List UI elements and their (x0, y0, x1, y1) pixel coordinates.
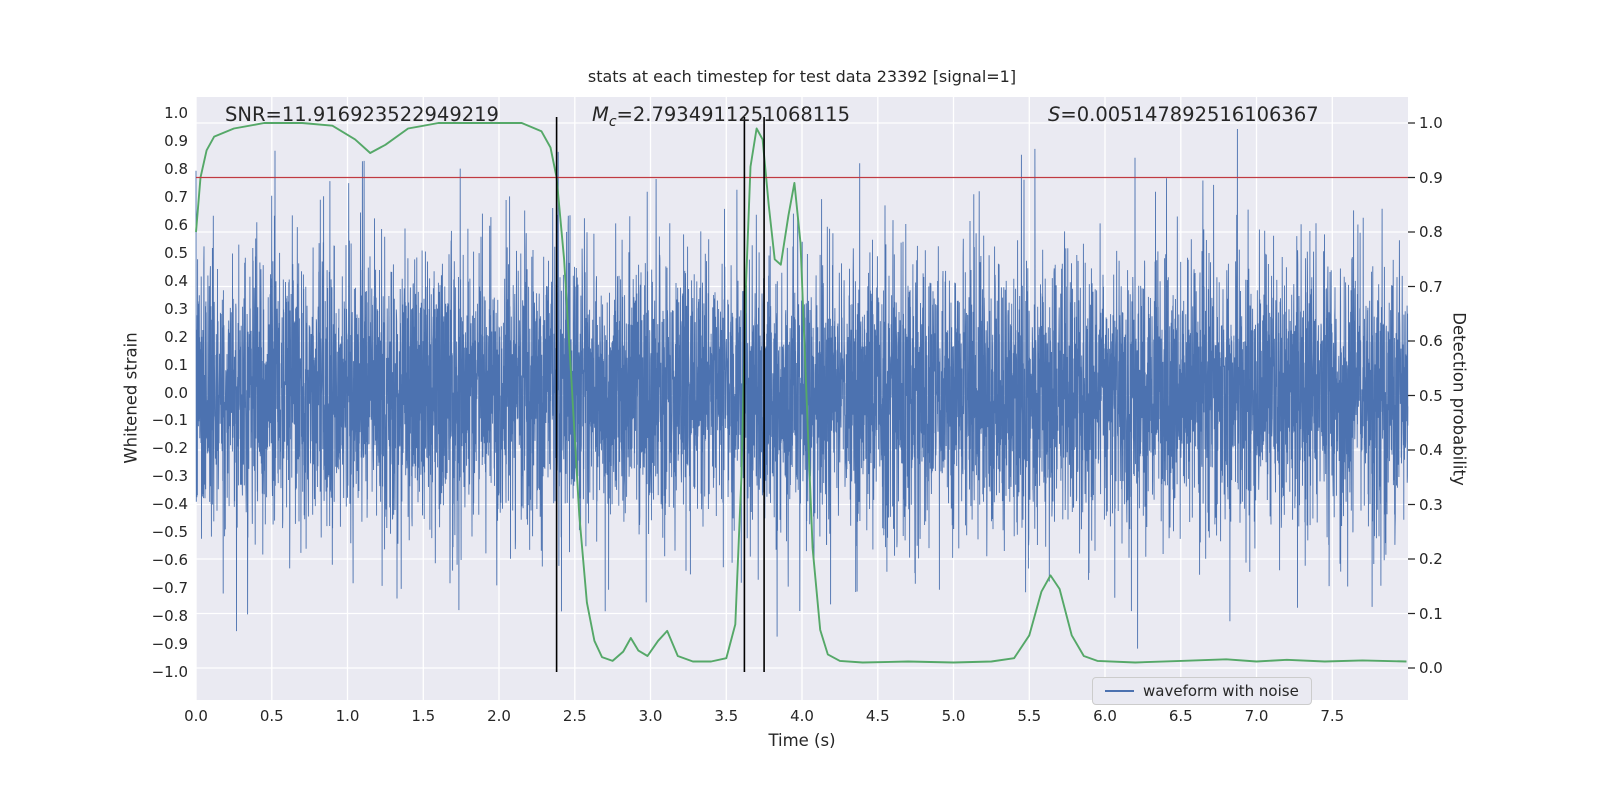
x-tick-label: 6.0 (1093, 707, 1117, 725)
legend-label: waveform with noise (1143, 682, 1299, 700)
x-tick-label: 4.0 (790, 707, 814, 725)
y-left-tick-label: −0.4 (151, 495, 188, 514)
annotation-chirp-mass: Mc=2.7934911251068115 (592, 103, 850, 130)
annotation-mc-symbol: M (592, 103, 609, 126)
y-right-tick-label: 0.9 (1419, 168, 1443, 187)
x-tick-label: 2.5 (562, 707, 587, 725)
y-left-tick-label: 0.4 (164, 271, 188, 290)
y-left-tick-label: −0.1 (151, 411, 188, 430)
x-tick-label: 1.5 (411, 707, 436, 725)
legend-line-sample (1105, 690, 1134, 692)
annotation-mc-value: =2.7934911251068115 (616, 103, 850, 126)
y-axis-label-left: Whitened strain (121, 332, 141, 464)
x-tick-label: 5.5 (1017, 707, 1042, 725)
x-tick-label: 6.5 (1168, 707, 1193, 725)
x-tick-label: 3.0 (638, 707, 663, 725)
y-left-tick-label: 0.5 (164, 243, 188, 262)
y-left-tick-label: 0.1 (164, 355, 188, 374)
y-left-tick-label: −0.2 (151, 439, 188, 458)
chart-title-text: stats at each timestep for test data 233… (587, 67, 1017, 86)
x-tick-label: 1.0 (335, 707, 360, 725)
y-right-tick-label: 0.2 (1419, 550, 1443, 568)
y-left-tick-label: 0.3 (164, 299, 188, 318)
annotation-s: S=0.005147892516106367 (1048, 103, 1319, 126)
x-tick-label: 3.5 (714, 707, 739, 725)
annotation-s-symbol: S (1048, 103, 1061, 126)
legend: waveform with noise (1092, 677, 1312, 705)
y-left-tick-label: −0.5 (151, 523, 188, 542)
y-right-tick-label: 0.5 (1419, 386, 1443, 405)
y-axis-label-right: Detection probability (1449, 312, 1469, 486)
x-tick-label: 7.0 (1244, 707, 1269, 725)
right-tick-marks (1408, 122, 1415, 669)
y-left-tick-label: −0.6 (151, 551, 188, 570)
annotation-s-value: =0.005147892516106367 (1060, 103, 1319, 126)
y-right-tick-label: 0.4 (1419, 441, 1443, 459)
waveform-with-noise-line (195, 128, 1409, 649)
y-left-tick-label: 0.2 (164, 327, 188, 346)
y-left-tick-label: −0.3 (151, 467, 188, 486)
y-left-tick-label: −1.0 (151, 663, 188, 681)
y-right-tick-label: 0.6 (1419, 332, 1443, 350)
y-right-tick-label: 1.0 (1419, 114, 1443, 132)
detection-probability-line (195, 122, 1407, 664)
annotation-mc-subscript: c (608, 113, 617, 130)
y-right-tick-label: 0.3 (1419, 495, 1443, 514)
annotation-snr: SNR=11.916923522949219 (225, 103, 499, 126)
y-right-tick-label: 0.8 (1419, 223, 1443, 241)
y-left-tick-label: 0.9 (164, 131, 188, 150)
x-tick-label: 0.5 (259, 707, 284, 725)
x-tick-label: 5.0 (941, 707, 966, 725)
x-tick-label: 0.0 (184, 707, 208, 725)
y-right-tick-label: 0.7 (1419, 277, 1443, 296)
x-axis-label: Time (s) (768, 731, 836, 750)
y-left-tick-label: 0.6 (164, 215, 188, 234)
y-right-tick-label: 0.1 (1419, 604, 1443, 623)
y-left-tick-label: 0.7 (164, 187, 188, 206)
y-left-tick-label: 0.8 (164, 159, 188, 178)
y-left-tick-label: −0.9 (151, 635, 188, 654)
chart-title: stats at each timestep for test data 233… (0, 67, 1600, 86)
y-left-tick-label: 0.0 (164, 383, 188, 402)
y-left-tick-label: −0.8 (151, 607, 188, 626)
y-right-tick-label: 0.0 (1419, 659, 1443, 677)
y-left-tick-label: −0.7 (151, 579, 188, 598)
x-tick-label: 4.5 (865, 707, 890, 725)
x-tick-label: 2.0 (487, 707, 511, 725)
y-left-tick-label: 1.0 (164, 104, 188, 122)
x-tick-label: 7.5 (1320, 707, 1345, 725)
